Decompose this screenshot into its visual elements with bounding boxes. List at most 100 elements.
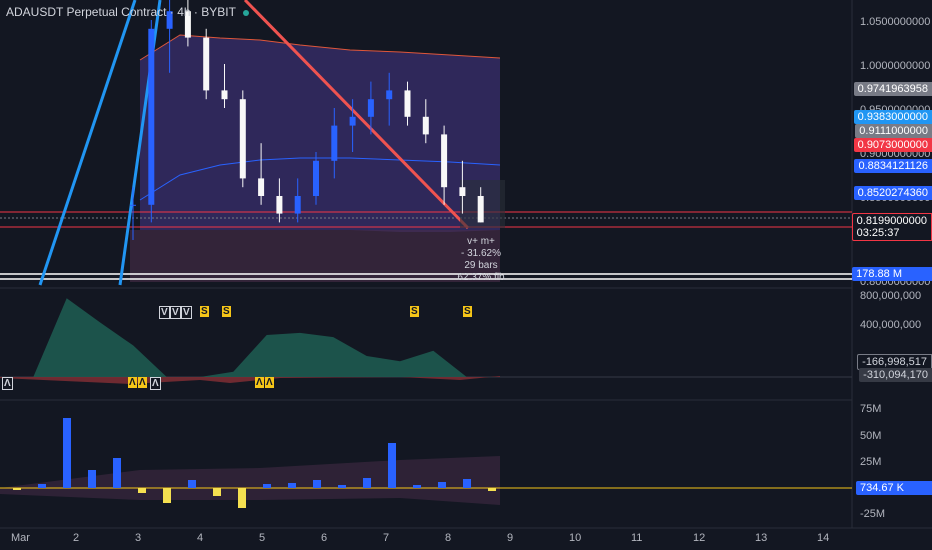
oscillator-tick: 400,000,000 <box>860 319 922 331</box>
volume-delta-bar[interactable] <box>38 484 46 488</box>
signal-badge[interactable]: S <box>200 306 209 317</box>
candle[interactable] <box>166 11 173 29</box>
volume-label[interactable]: 178.88 M <box>852 267 932 281</box>
signal-badge[interactable]: Λ <box>2 377 13 390</box>
candle[interactable] <box>441 134 448 188</box>
volume-delta-bar[interactable] <box>288 483 296 488</box>
price-label[interactable]: 0.8834121126 <box>854 159 932 173</box>
volume-delta-pane[interactable] <box>0 418 852 508</box>
volume-delta-bar[interactable] <box>313 480 321 488</box>
time-tick: 13 <box>755 532 768 544</box>
candle[interactable] <box>331 125 338 161</box>
volume-delta-bar[interactable] <box>263 484 271 488</box>
signal-badge[interactable]: Λ <box>255 377 264 388</box>
trend-line[interactable] <box>243 0 470 230</box>
candlestick-series[interactable] <box>130 0 484 240</box>
time-tick: 14 <box>817 532 830 544</box>
market-status-icon <box>243 9 250 16</box>
signal-badge[interactable]: Λ <box>138 377 147 388</box>
candle[interactable] <box>294 196 301 214</box>
time-tick: 4 <box>197 532 204 544</box>
volume-delta-bar[interactable] <box>138 488 146 493</box>
volume-tick: 25M <box>860 456 882 468</box>
exchange-name: BYBIT <box>201 5 236 19</box>
volume-delta-bar[interactable] <box>188 480 196 488</box>
signal-badge[interactable]: S <box>410 306 419 317</box>
main-pane[interactable] <box>0 0 852 286</box>
time-tick: 6 <box>321 532 328 544</box>
candle[interactable] <box>459 187 466 196</box>
fib-line: 29 bars <box>464 260 498 271</box>
chart-title[interactable]: ADAUSDT Perpetual Contract · 4h · BYBIT <box>6 5 253 19</box>
volume-tick: 75M <box>860 403 882 415</box>
oscillator-negative-area <box>0 376 500 384</box>
candle[interactable] <box>148 28 155 205</box>
candle[interactable] <box>313 160 319 196</box>
last-price-label[interactable]: 0.8199000000 03:25:37 <box>851 213 932 241</box>
volume-delta-bar[interactable] <box>338 485 346 488</box>
volume-delta-bar[interactable] <box>388 443 396 488</box>
candle[interactable] <box>203 37 210 91</box>
candle[interactable] <box>221 90 228 100</box>
signal-badge[interactable]: Λ <box>128 377 137 388</box>
candle[interactable] <box>349 116 356 126</box>
price-label[interactable]: 0.8520274360 <box>853 186 932 200</box>
price-label[interactable]: 0.9741963958 <box>853 82 932 96</box>
volume-delta-bar[interactable] <box>13 488 21 490</box>
volume-delta-bar[interactable] <box>238 488 246 508</box>
time-tick: 9 <box>507 532 514 544</box>
bar-countdown: 03:25:37 <box>856 227 900 239</box>
candle[interactable] <box>386 90 393 100</box>
signal-badge[interactable]: S <box>463 306 472 317</box>
signal-badge[interactable]: V <box>159 306 170 319</box>
oscillator-value-label[interactable]: -310,094,170 <box>859 368 932 382</box>
volume-delta-bars[interactable] <box>13 418 496 508</box>
price-label[interactable]: 0.9073000000 <box>853 138 932 152</box>
volume-delta-bar[interactable] <box>438 482 446 488</box>
interval-label[interactable]: · 4h · <box>169 5 202 19</box>
signal-badge[interactable]: S <box>222 306 231 317</box>
price-label[interactable]: 0.9111000000 <box>855 124 932 138</box>
volume-delta-bar[interactable] <box>463 479 471 488</box>
volume-delta-bar[interactable] <box>63 418 71 488</box>
signal-badge[interactable]: V <box>181 306 192 319</box>
candle[interactable] <box>422 116 429 135</box>
signal-badge[interactable]: Λ <box>265 377 274 388</box>
symbol-name[interactable]: ADAUSDT Perpetual Contract <box>6 5 167 19</box>
candle[interactable] <box>184 11 191 38</box>
time-tick: 11 <box>631 532 643 544</box>
oscillator-area <box>0 298 500 377</box>
volume-delta-bar[interactable] <box>213 488 221 496</box>
price-label[interactable]: 0.9383000000 <box>853 110 932 124</box>
candle[interactable] <box>258 178 265 196</box>
time-tick: 3 <box>135 532 142 544</box>
candle[interactable] <box>477 196 484 223</box>
time-tick: 7 <box>383 532 390 544</box>
candle[interactable] <box>404 90 411 117</box>
candle[interactable] <box>276 196 283 214</box>
signal-badge[interactable]: V <box>170 306 181 319</box>
moving-average-line <box>139 157 501 201</box>
volume-delta-bar[interactable] <box>363 478 371 488</box>
price-tick: 1.0500000000 <box>860 16 931 28</box>
volume-delta-bar[interactable] <box>488 488 496 491</box>
interval-value[interactable]: 4h <box>177 5 191 19</box>
volume-delta-bar[interactable] <box>413 485 421 488</box>
volume-delta-label[interactable]: 734.67 K <box>855 481 932 495</box>
volume-delta-bar[interactable] <box>163 488 171 503</box>
envelope-band <box>140 35 500 232</box>
fib-line: v+ m+ <box>467 236 495 247</box>
volume-tick: 50M <box>860 430 882 442</box>
fib-projection-text[interactable]: v+ m+ - 31.62% 29 bars 62.37% fib <box>456 236 506 284</box>
signal-badge[interactable]: Λ <box>150 377 161 390</box>
candle[interactable] <box>239 99 246 179</box>
volume-delta-bar[interactable] <box>113 458 121 488</box>
time-tick: 12 <box>693 532 706 544</box>
volume-delta-bar[interactable] <box>88 470 96 488</box>
candle[interactable] <box>130 204 136 206</box>
trend-line[interactable] <box>38 0 137 286</box>
candle[interactable] <box>367 99 374 117</box>
time-tick: 2 <box>73 532 80 544</box>
oscillator-pane[interactable] <box>0 298 852 384</box>
